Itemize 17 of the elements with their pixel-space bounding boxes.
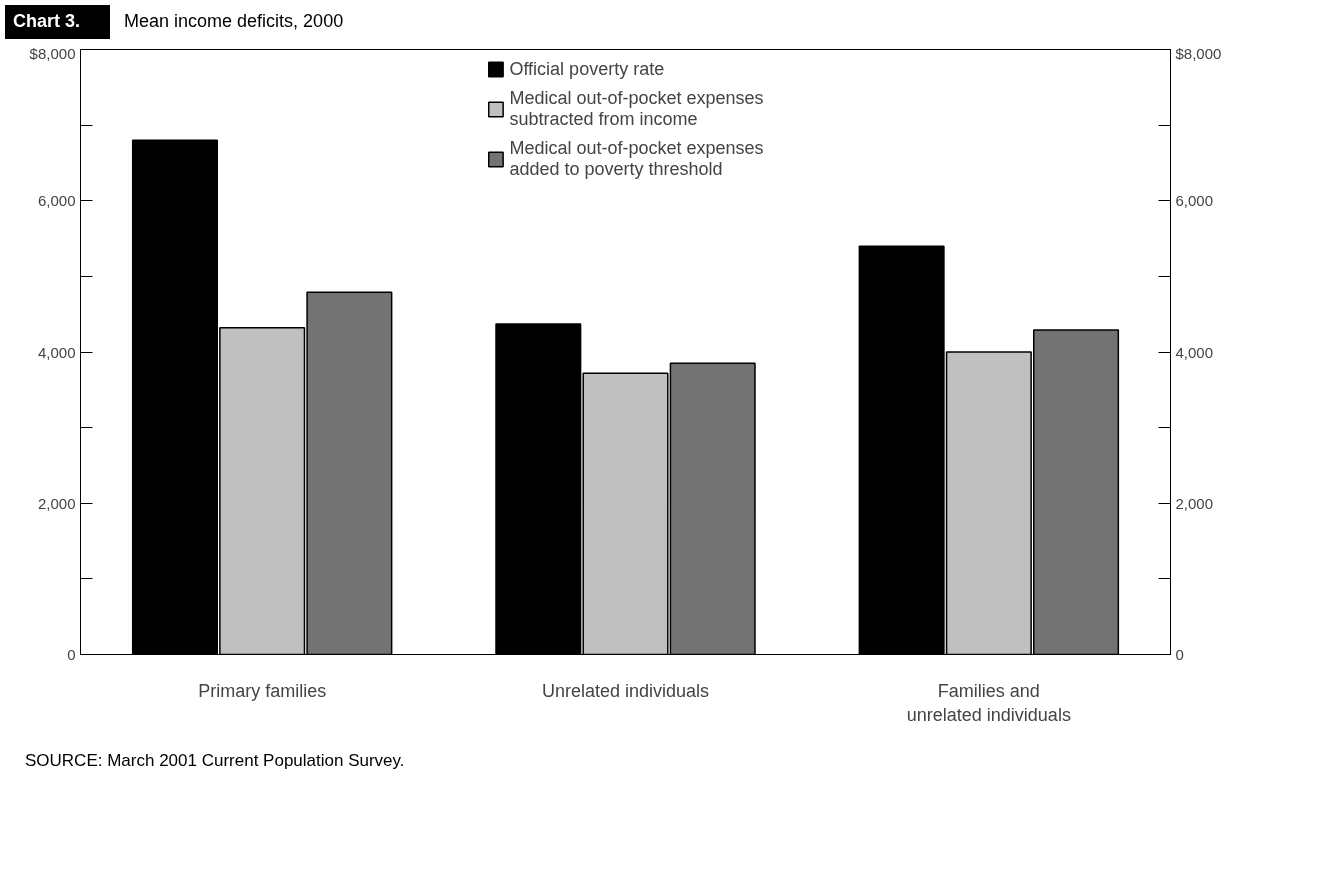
chart-title: Mean income deficits, 2000 xyxy=(124,10,344,33)
y2-tick-label: $8,000 xyxy=(1175,44,1222,62)
text: 2,000 xyxy=(37,494,76,512)
legend-label: Medical out-of-pocket expenses subtracted from income xyxy=(509,87,764,130)
y2-tick-label: 4,000 xyxy=(1175,343,1214,361)
legend-label: Medical out-of-pocket expenses added to poverty threshold xyxy=(509,137,764,180)
y2-tick-label: 2,000 xyxy=(1175,494,1214,512)
x-tick-label: Primary families xyxy=(198,680,327,701)
source-note: SOURCE: March 2001 Current Population Survey. xyxy=(25,749,405,772)
y2-tick-label: 6,000 xyxy=(1175,191,1214,209)
x-tick-label: Families and unrelated individuals xyxy=(906,680,1071,725)
text: 6,000 xyxy=(37,191,76,209)
x-tick-label: Unrelated individuals xyxy=(541,680,710,701)
y2-tick-label: 0 xyxy=(1175,645,1184,663)
caption: Chart 3. xyxy=(5,5,111,39)
legend-label: Official poverty rate xyxy=(509,58,665,80)
text: 4,000 xyxy=(37,343,76,361)
